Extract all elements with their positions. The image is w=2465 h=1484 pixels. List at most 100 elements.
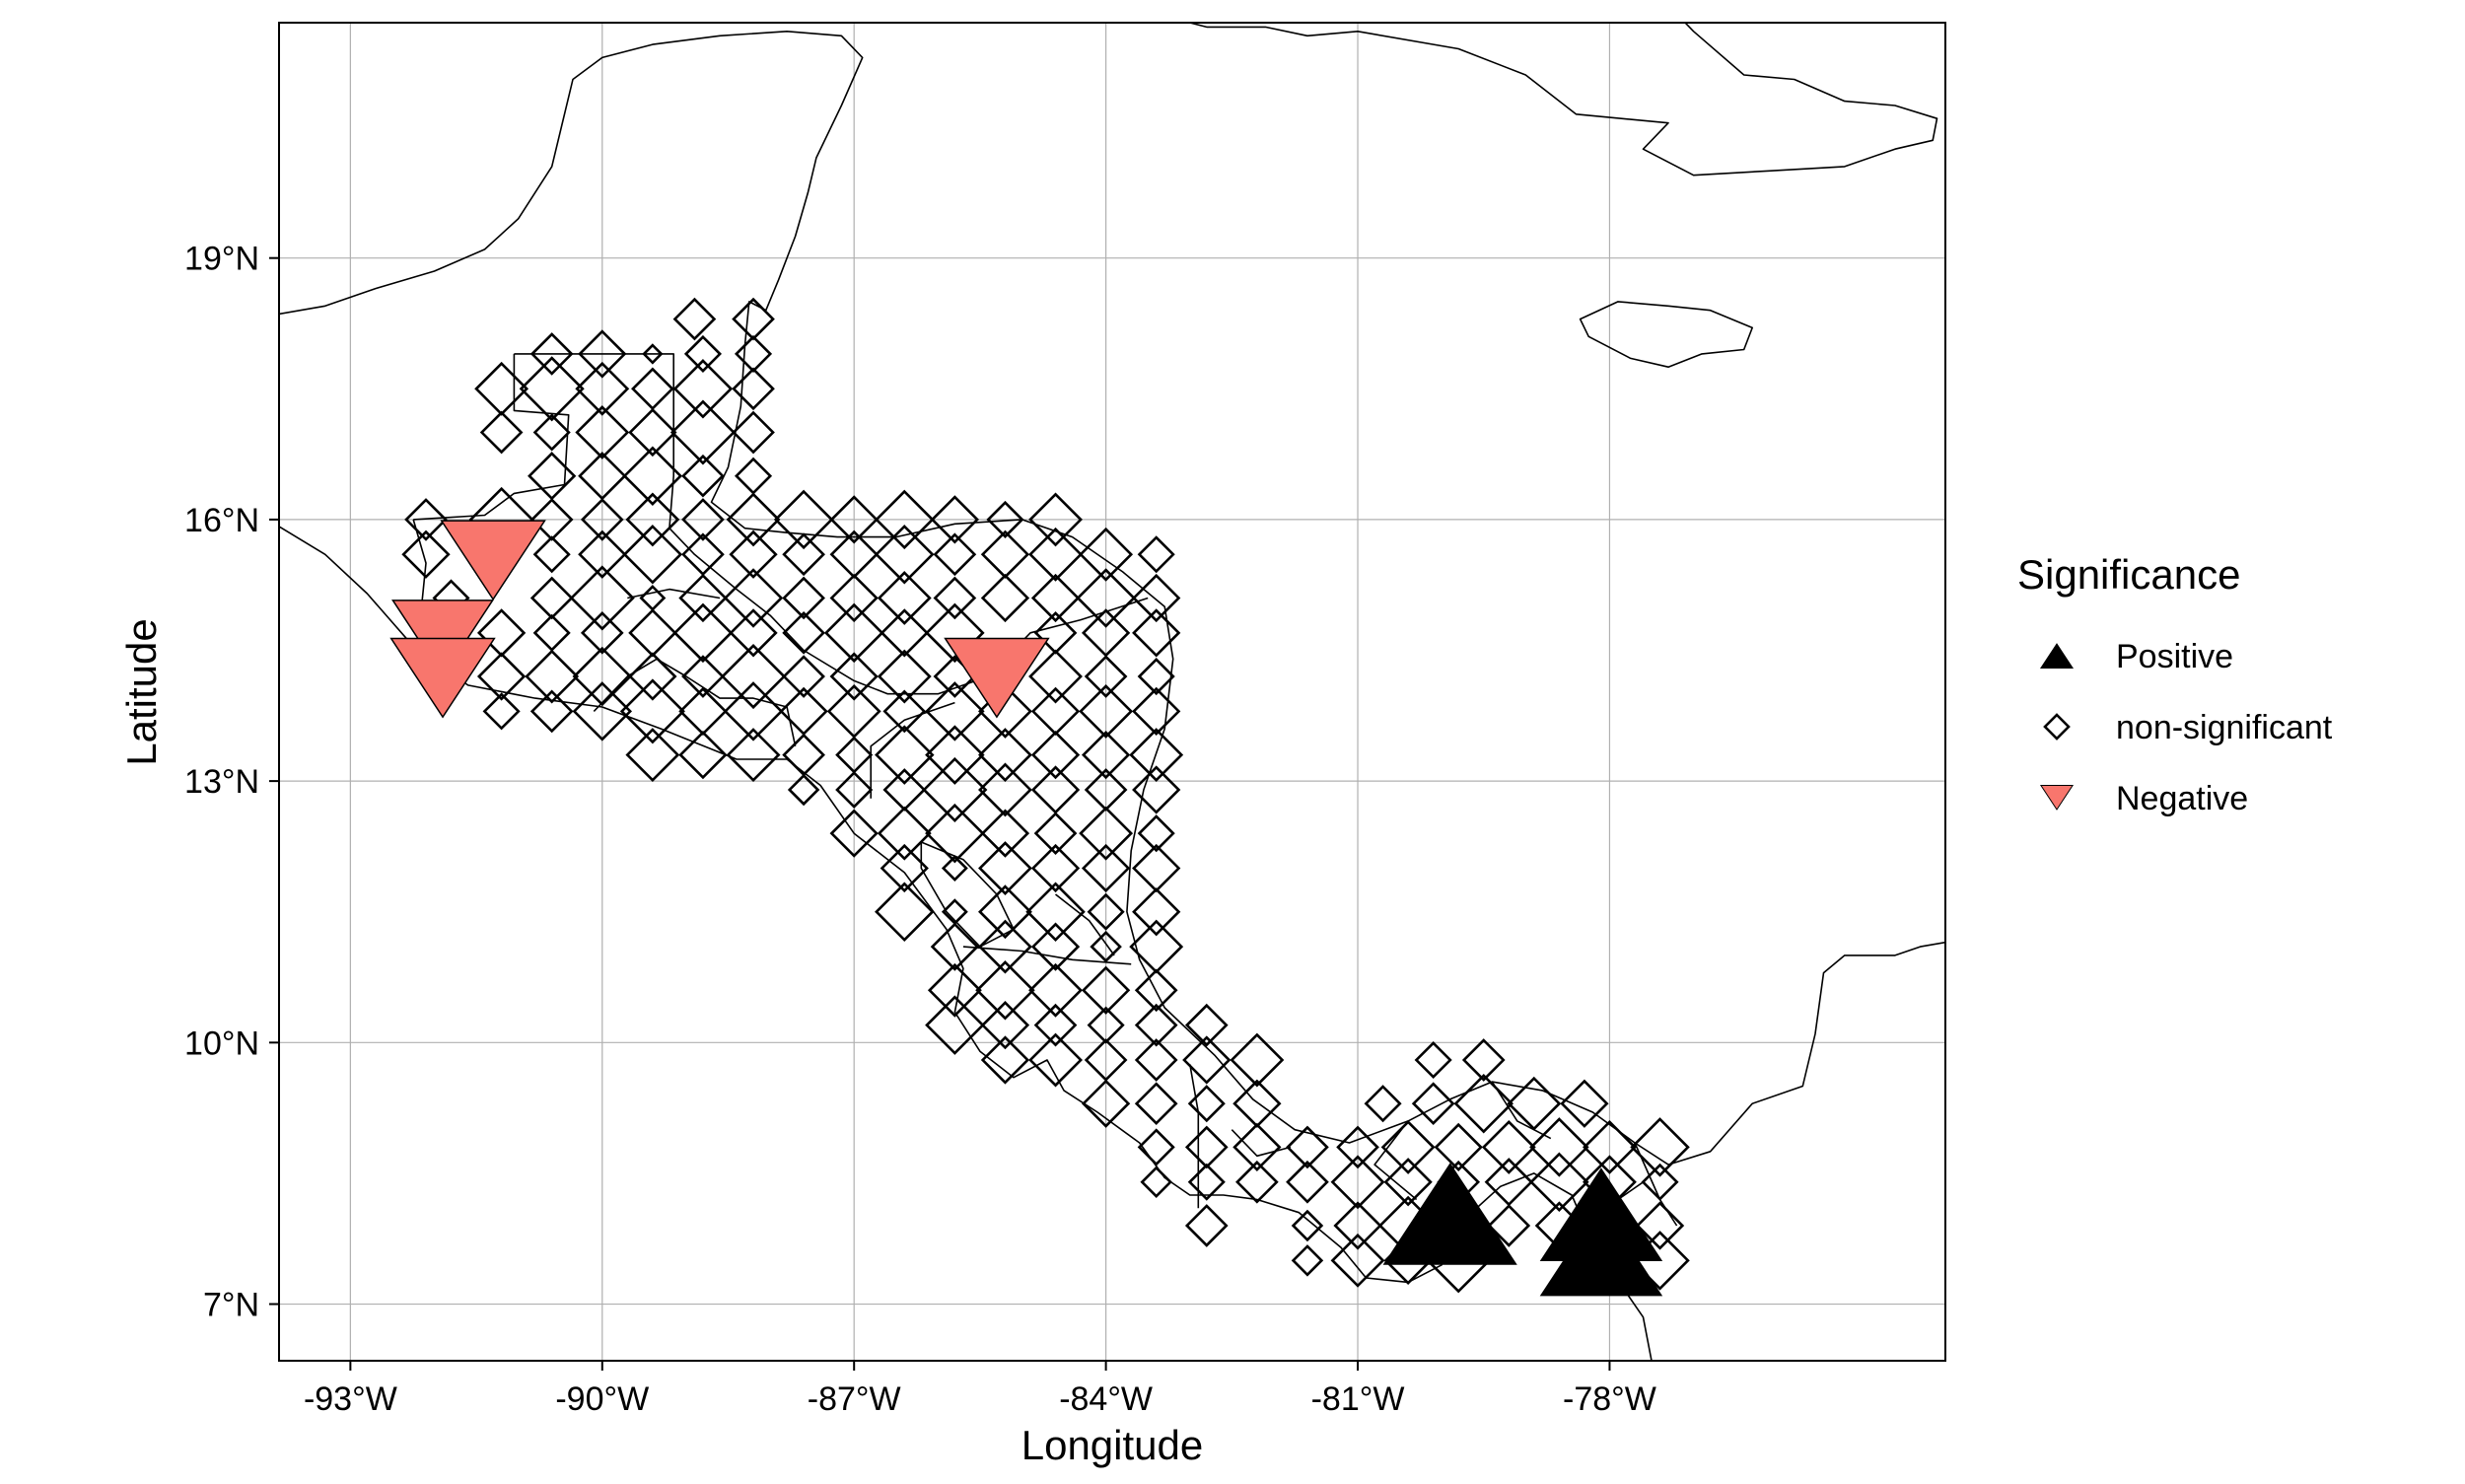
legend-title: Significance <box>2017 551 2240 598</box>
nonsignificant-point <box>578 329 627 379</box>
nonsignificant-point <box>880 843 929 893</box>
nonsignificant-point <box>482 692 521 731</box>
nonsignificant-point <box>877 571 932 625</box>
nonsignificant-point <box>672 359 734 419</box>
nonsignificant-point <box>1137 814 1175 853</box>
nonsignificant-point <box>980 1035 1030 1085</box>
nonsignificant-point <box>1132 608 1181 658</box>
nonsignificant-point <box>875 725 935 785</box>
nonsignificant-point <box>978 728 1032 783</box>
nonsignificant-point <box>829 495 879 544</box>
nonsignificant-point <box>1134 1003 1178 1047</box>
nonsignificant-point <box>1033 1003 1078 1047</box>
nonsignificant-point <box>1630 1117 1690 1177</box>
nonsignificant-point <box>1411 1082 1455 1126</box>
nonsignificant-point <box>1134 1038 1178 1082</box>
nonsignificant-point <box>1380 1119 1436 1174</box>
y-axis: 7°N 10°N 13°N 16°N 19°N <box>184 241 279 1324</box>
x-tick-label: -78°W <box>1563 1380 1656 1418</box>
nonsignificant-point <box>941 855 968 882</box>
nonsignificant-point <box>1235 1160 1279 1204</box>
nonsignificant-point <box>877 649 932 704</box>
nonsignificant-point <box>525 649 580 704</box>
graticule <box>279 23 1945 1361</box>
nonsignificant-point <box>479 410 524 455</box>
legend-label: Positive <box>2116 638 2233 675</box>
legend: Significance Positive non-significant Nega… <box>2017 551 2333 817</box>
nonsignificant-point <box>980 573 1030 623</box>
nonsignificant-point <box>877 806 932 861</box>
nonsignificant-point <box>1030 730 1081 780</box>
nonsignificant-point <box>1453 1073 1514 1134</box>
nonsignificant-point <box>978 884 1032 940</box>
nonsignificant-point <box>925 681 985 742</box>
nonsignificant-point <box>782 655 825 698</box>
nonsignificant-point <box>925 602 985 664</box>
nonsignificant-point <box>1132 573 1181 623</box>
nonsignificant-point <box>404 498 448 541</box>
x-tick-label: -87°W <box>808 1380 901 1418</box>
y-tick-label: 16°N <box>184 502 259 539</box>
nonsignificant-point <box>1081 965 1131 1015</box>
nonsignificant-point <box>729 608 778 658</box>
nonsignificant-point <box>933 576 977 620</box>
nonsignificant-point <box>1140 1166 1172 1199</box>
nonsignificant-point <box>1028 1032 1083 1088</box>
nonsignificant-point <box>1414 1040 1452 1080</box>
nonsignificant-point <box>1333 1201 1382 1250</box>
nonsignificant-point <box>882 689 927 734</box>
nonsignificant-point <box>1641 1163 1679 1201</box>
positive-point <box>1539 1202 1663 1297</box>
positive-point <box>1382 1163 1517 1265</box>
legend-key-diamond-open <box>2043 713 2071 741</box>
nonsignificant-point <box>681 498 725 541</box>
nonsignificant-point <box>1507 1076 1562 1131</box>
nonsignificant-point <box>580 610 624 655</box>
nonsignificant-point <box>681 655 725 698</box>
nonsignificant-point <box>782 576 825 620</box>
nonsignificant-point <box>1025 882 1086 942</box>
nonsignificant-point <box>1076 568 1136 628</box>
nonsignificant-point <box>723 681 784 742</box>
nonsignificant-point <box>726 728 781 783</box>
nonsignificant-point <box>1184 1204 1229 1247</box>
nonsignificant-point <box>787 773 820 807</box>
nonsignificant-point <box>1134 968 1178 1013</box>
nonsignificant-point <box>773 489 834 550</box>
nonsignificant-point <box>681 454 725 498</box>
nonsignificant-point <box>1487 1204 1531 1247</box>
x-axis-title: Longitude <box>1021 1422 1204 1468</box>
nonsignificant-point <box>1028 527 1083 582</box>
legend-label: non-significant <box>2116 709 2333 746</box>
nonsignificant-point <box>1137 535 1175 574</box>
nonsignificant-point <box>1132 887 1181 937</box>
nonsignificant-point <box>1481 1119 1536 1174</box>
nonsignificant-point <box>980 809 1030 858</box>
nonsignificant-point <box>1028 649 1083 704</box>
nonsignificant-point <box>930 922 980 971</box>
nonsignificant-point <box>1583 1119 1637 1174</box>
nonsignificant-point <box>978 762 1032 817</box>
nonsignificant-point <box>823 602 884 664</box>
nonsignificant-point <box>875 489 935 550</box>
coastline-jamaica <box>1579 301 1753 368</box>
panel-border <box>278 22 1946 1362</box>
nonsignificant-point <box>622 525 683 585</box>
nonsignificant-point <box>925 803 985 864</box>
nonsignificant-point <box>1081 730 1131 780</box>
nonsignificant-point <box>625 492 680 547</box>
nonsignificant-point <box>628 652 677 701</box>
nonsignificant-point <box>683 334 722 373</box>
nonsignificant-point <box>978 919 1032 974</box>
nonsignificant-point <box>1079 527 1134 582</box>
nonsignificant-point <box>678 730 728 780</box>
nonsignificant-point <box>1434 1122 1483 1172</box>
legend-items: Positive non-significant Negative <box>2039 638 2333 817</box>
nonsignificant-point <box>829 652 879 701</box>
nonsignificant-point <box>880 608 929 658</box>
nonsignificant-point <box>672 297 717 341</box>
nonsignificant-point <box>1383 1158 1433 1207</box>
nonsignificant-point <box>1529 1117 1589 1177</box>
nonsignificant-point <box>1079 683 1134 739</box>
